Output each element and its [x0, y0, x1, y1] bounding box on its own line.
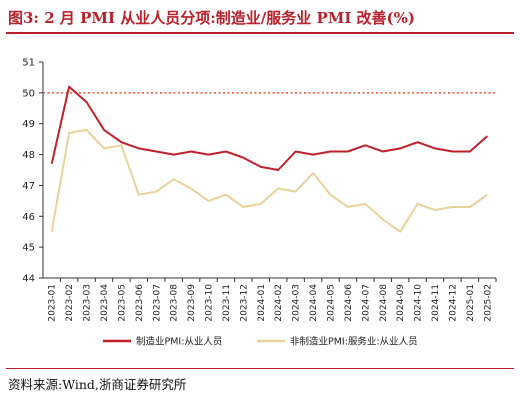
title-rule — [6, 32, 514, 34]
x-tick-label: 2023-01 — [48, 284, 58, 322]
x-tick-label: 2023-09 — [187, 284, 197, 322]
y-tick-label: 49 — [22, 119, 35, 130]
x-tick-label: 2024-04 — [309, 284, 319, 322]
x-tick-label: 2023-02 — [65, 284, 75, 322]
bottom-rule — [6, 368, 514, 369]
x-tick-label: 2023-06 — [135, 284, 145, 322]
x-tick-label: 2024-10 — [414, 284, 424, 322]
y-tick-label: 44 — [22, 274, 35, 285]
x-tick-label: 2023-07 — [152, 284, 162, 322]
legend-label-1: 制造业PMI:从业人员 — [136, 336, 222, 348]
y-tick-label: 47 — [22, 181, 35, 192]
source-note: 资料来源:Wind,浙商证券研究所 — [8, 377, 187, 392]
legend-label-2: 非制造业PMI:服务业:从业人员 — [290, 336, 418, 348]
x-tick-label: 2023-03 — [83, 284, 93, 322]
x-tick-label: 2024-03 — [292, 284, 302, 322]
series-lines — [50, 85, 488, 233]
x-tick-label: 2024-09 — [396, 284, 406, 322]
y-tick-label: 50 — [22, 88, 35, 99]
x-tick-label: 2024-02 — [274, 284, 284, 322]
x-tick-label: 2025-01 — [466, 284, 476, 322]
y-tick-label: 51 — [22, 58, 35, 69]
series-line-2 — [50, 128, 488, 233]
x-tick-label: 2024-06 — [344, 284, 354, 322]
x-tick-label: 2024-11 — [431, 284, 441, 322]
figure-title: 图3: 2 月 PMI 从业人员分项:制造业/服务业 PMI 改善(%) — [8, 9, 416, 27]
x-tick-label: 2023-11 — [222, 284, 232, 322]
x-tick-labels: 2023-01 2023-02 2023-03 2023-04 2023-05 2023-… — [48, 284, 494, 322]
series-line-1 — [50, 85, 488, 171]
chart-legend: 制造业PMI:从业人员 非制造业PMI:服务业:从业人员 — [103, 336, 418, 348]
y-tick-label: 46 — [22, 212, 35, 223]
x-tick-label: 2024-08 — [379, 284, 389, 322]
y-tick-labels: 51 50 49 48 47 46 45 44 — [22, 58, 35, 285]
x-tick-label: 2025-02 — [483, 284, 493, 322]
y-tick-label: 45 — [22, 243, 35, 254]
x-tick-label: 2024-07 — [361, 284, 371, 322]
x-tick-label: 2023-04 — [100, 284, 110, 322]
x-tick-label: 2024-12 — [448, 284, 458, 322]
x-tick-label: 2023-12 — [239, 284, 249, 322]
x-tick-label: 2023-05 — [117, 284, 127, 322]
x-tick-label: 2024-05 — [326, 284, 336, 322]
y-tick-label: 48 — [22, 150, 35, 161]
x-tick-label: 2024-01 — [257, 284, 267, 322]
chart-axes — [39, 61, 497, 282]
x-tick-label: 2023-10 — [205, 284, 215, 322]
x-tick-label: 2023-08 — [170, 284, 180, 322]
